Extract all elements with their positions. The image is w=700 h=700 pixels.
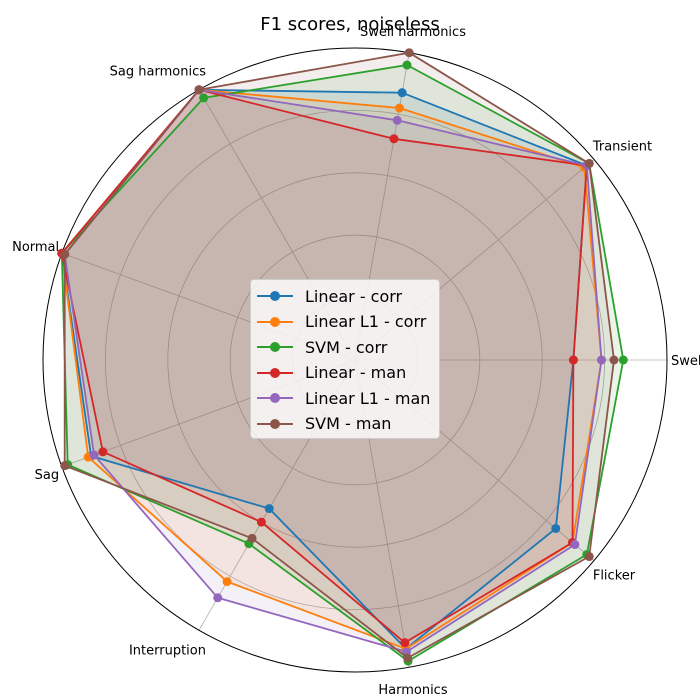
chart-title: F1 scores, noiseless: [260, 14, 439, 35]
data-point: [404, 48, 414, 58]
legend-swatch: [257, 341, 293, 353]
data-point: [568, 355, 578, 365]
legend-item: SVM - man: [257, 412, 391, 436]
data-point: [60, 461, 70, 471]
data-point: [89, 450, 99, 460]
series-line: [63, 51, 615, 659]
axis-label: Sag harmonics: [110, 65, 207, 80]
axis-label: Interruption: [129, 643, 206, 658]
data-point: [400, 638, 410, 648]
legend-swatch: [257, 392, 293, 404]
legend-swatch: [257, 418, 293, 430]
series-line: [63, 88, 603, 653]
data-point: [389, 134, 399, 144]
data-point: [397, 88, 407, 98]
data-point: [584, 158, 594, 168]
data-point: [618, 355, 628, 365]
data-point: [394, 103, 404, 113]
axis-label: Normal: [12, 240, 59, 255]
data-point: [256, 517, 266, 527]
legend-item: Linear L1 - corr: [257, 310, 426, 334]
data-point: [213, 593, 223, 603]
series-line: [60, 88, 588, 644]
axis-label: Transient: [592, 139, 652, 154]
legend-swatch: [257, 316, 293, 328]
data-point: [551, 523, 561, 533]
data-point: [60, 249, 70, 259]
series-line: [60, 88, 603, 650]
axis-label: Harmonics: [378, 683, 447, 698]
data-point: [584, 552, 594, 562]
data-point: [247, 533, 257, 543]
legend-label: SVM - corr: [305, 337, 388, 357]
data-point: [194, 85, 204, 95]
data-point: [392, 115, 402, 125]
data-point: [596, 355, 606, 365]
data-point: [403, 653, 413, 663]
data-point: [199, 93, 209, 103]
data-point: [570, 540, 580, 550]
legend-label: Linear L1 - corr: [305, 312, 427, 331]
legend-item: SVM - corr: [257, 335, 387, 359]
data-point: [264, 504, 274, 514]
legend: Linear - corr Linear L1 - corr SVM - corr L…: [250, 279, 440, 439]
axis-label: Flicker: [593, 569, 636, 584]
data-point: [222, 577, 232, 587]
legend-label: Linear - corr: [305, 286, 403, 306]
data-point: [98, 447, 108, 457]
legend-label: Linear L1 - man: [305, 388, 431, 408]
axis-label: Swell: [671, 354, 700, 369]
legend-swatch: [257, 367, 293, 379]
data-point: [402, 60, 412, 70]
data-point: [609, 355, 619, 365]
legend-swatch: [257, 290, 293, 302]
legend-label: Linear - man: [305, 363, 407, 382]
legend-label: SVM - man: [305, 414, 392, 433]
series-line: [60, 88, 588, 650]
legend-item: Linear L1 - man: [257, 386, 430, 410]
legend-item: Linear - man: [257, 361, 406, 385]
axis-label: Sag: [35, 468, 59, 483]
axis-label: Swell harmonics: [360, 25, 466, 40]
legend-item: Linear - corr: [257, 284, 402, 308]
outer-frame: [42, 47, 668, 673]
